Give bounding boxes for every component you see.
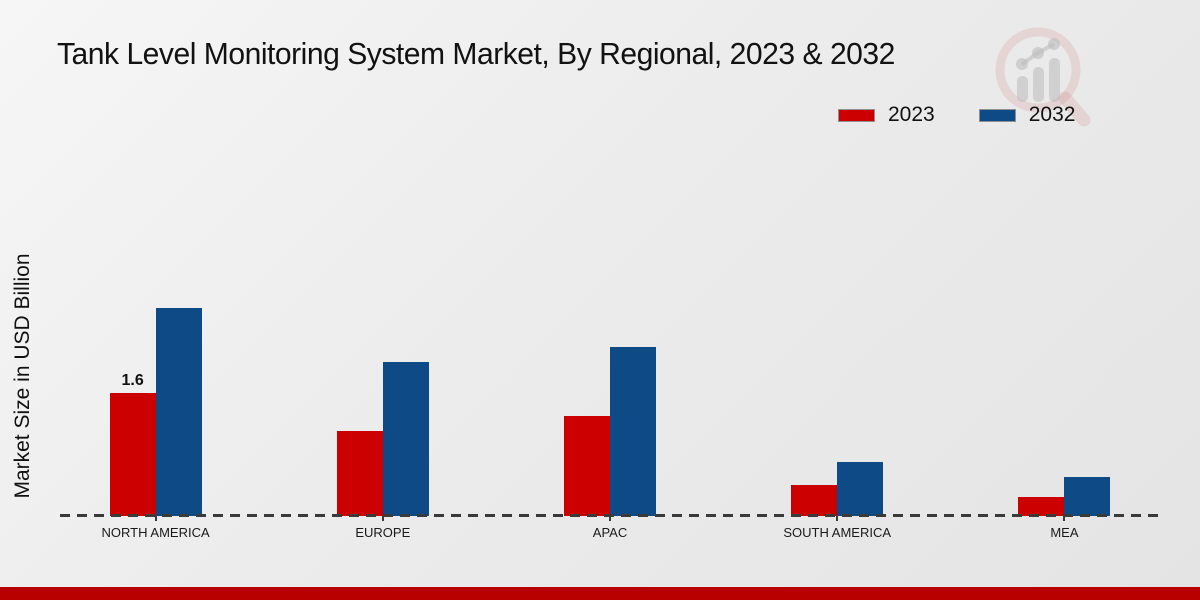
x-axis-baseline [60,514,1158,517]
legend-swatch-2032 [978,108,1016,122]
legend-item-2032: 2032 [978,103,1076,127]
bar-pair-north-america: 1.6 [109,308,202,516]
bar-wrap-europe-2023 [336,431,383,516]
category-label-apac: APAC [592,525,628,540]
footer-accent-bar [0,587,1200,600]
bar-north-america-2023 [109,393,156,516]
bar-mea-2032 [1064,477,1111,516]
bar-wrap-apac-2032 [610,347,656,516]
bar-wrap-mea-2032 [1064,477,1111,516]
x-axis-tick-north-america [154,516,157,521]
magnifier-bar-chart-logo-icon [995,27,1091,127]
bar-apac-2032 [610,347,656,516]
region-group-south-america: SOUTH AMERICA [724,0,951,540]
region-group-europe: EUROPE [269,0,496,540]
bar-wrap-apac-2023 [564,416,610,516]
legend-swatch-2023 [838,108,875,122]
bar-wrap-north-america-2032 [155,308,202,516]
legend-label-2023: 2023 [888,103,935,126]
bar-pair-europe [336,362,429,516]
bar-south-america-2023 [791,485,838,516]
bar-pair-mea [1018,477,1111,516]
bar-south-america-2032 [837,462,884,516]
category-label-europe: EUROPE [355,525,411,540]
x-axis-tick-europe [381,516,384,521]
bar-north-america-2032 [155,308,202,516]
region-group-north-america: 1.6 NORTH AMERICA [42,0,269,540]
x-axis-tick-south-america [836,516,839,521]
bar-pair-apac [564,347,656,516]
legend-label-2032: 2032 [1028,103,1076,126]
bar-wrap-south-america-2023 [791,485,838,516]
bar-wrap-north-america-2023: 1.6 [109,372,156,516]
category-label-south-america: SOUTH AMERICA [783,525,892,540]
bar-wrap-mea-2023 [1018,497,1065,516]
chart-title: Tank Level Monitoring System Market, By … [57,36,895,71]
y-axis-label: Market Size in USD Billion [11,253,34,499]
x-axis-tick-mea [1063,516,1066,521]
plot-area: 1.6 NORTH AMERICA EUROPE APAC SOUTH AMERICA M… [42,0,1178,540]
category-label-north-america: NORTH AMERICA [101,525,210,540]
bar-mea-2023 [1018,497,1065,516]
bar-value-label-north-america-2023: 1.6 [121,372,144,389]
bar-europe-2032 [382,362,429,516]
legend-item-2023: 2023 [838,103,935,127]
region-group-apac: APAC [496,0,723,540]
bar-apac-2023 [564,416,610,516]
legend: 2023 2032 [838,103,1075,127]
region-group-mea: MEA [951,0,1178,540]
category-label-mea: MEA [1050,525,1079,540]
bar-wrap-europe-2032 [382,362,429,516]
bar-pair-south-america [791,462,884,516]
bar-europe-2023 [336,431,383,516]
x-axis-tick-apac [609,516,611,521]
bar-wrap-south-america-2032 [837,462,884,516]
